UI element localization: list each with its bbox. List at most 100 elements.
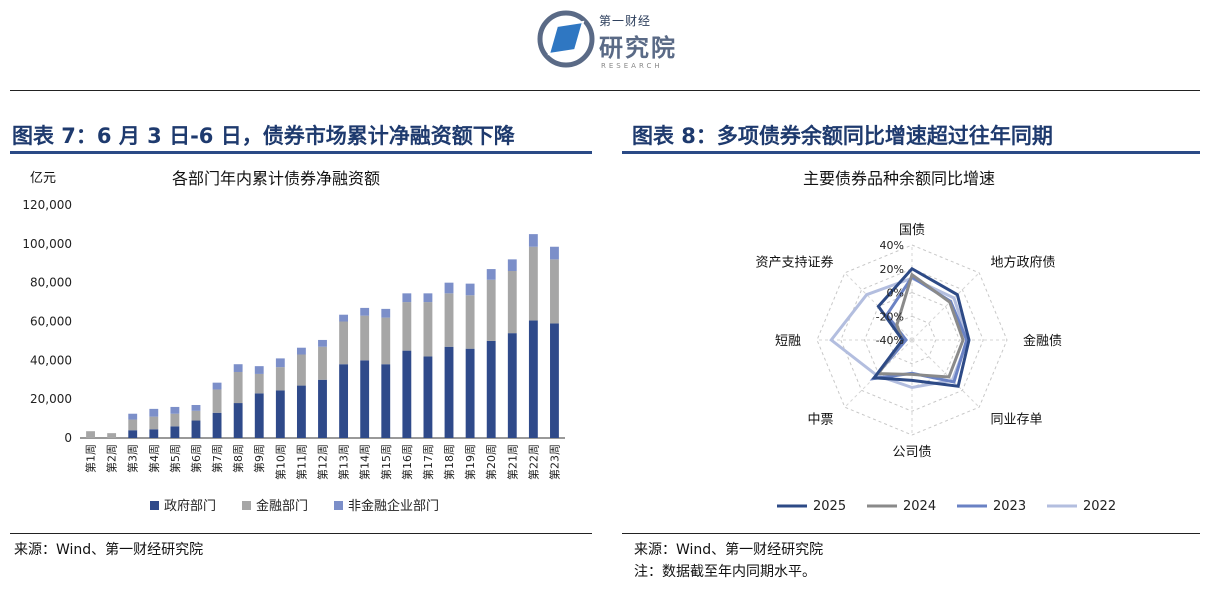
bar-segment xyxy=(107,433,117,438)
bar-segment xyxy=(507,271,517,334)
radar-tick-label: 20% xyxy=(880,263,904,276)
x-tick-label: 第10周 xyxy=(273,444,287,480)
bar-segment xyxy=(381,317,391,365)
bar-segment xyxy=(233,371,243,404)
bar-segment xyxy=(128,419,138,431)
logo-text-small: 第一财经 xyxy=(599,14,652,28)
bar-segment xyxy=(170,406,180,414)
y-tick-label: 0 xyxy=(64,431,72,445)
bar-segment xyxy=(360,307,370,316)
y-tick-label: 120,000 xyxy=(22,198,72,212)
x-tick-label: 第12周 xyxy=(316,444,330,480)
legend-label: 政府部门 xyxy=(164,499,216,514)
bar-segment xyxy=(528,320,538,438)
x-tick-label: 第19周 xyxy=(463,444,477,480)
bar-segment xyxy=(360,315,370,361)
bar-chart-unit: 亿元 xyxy=(30,171,57,186)
bar-segment xyxy=(233,364,243,372)
bar-segment xyxy=(486,279,496,341)
y-tick-label: 100,000 xyxy=(22,237,72,251)
radar-spoke xyxy=(911,272,980,341)
x-tick-label: 第14周 xyxy=(358,444,372,480)
x-tick-label: 第18周 xyxy=(442,444,456,480)
bar-segment xyxy=(528,234,538,247)
y-tick-label: 20,000 xyxy=(30,392,72,406)
bar-segment xyxy=(550,323,559,438)
radar-series xyxy=(829,276,970,390)
radar-chart-title: 主要债券品种余额同比增速 xyxy=(803,169,996,188)
legend-label: 2022 xyxy=(1083,499,1116,514)
bar-segment xyxy=(296,354,306,386)
radar-spoke xyxy=(844,339,913,408)
bar-segment xyxy=(170,426,180,438)
x-tick-label: 第6周 xyxy=(189,444,203,473)
y-tick-label: 40,000 xyxy=(30,353,72,367)
bar-segment xyxy=(444,293,454,347)
radar-axis-label: 金融债 xyxy=(1023,333,1062,349)
legend-label: 2024 xyxy=(903,499,936,514)
bar-segment xyxy=(486,340,496,438)
radar-axis-label: 短融 xyxy=(775,334,801,349)
bar-chart: 0 20,000 40,000 60,000 80,000 100,000 120,000 第… xyxy=(22,198,565,514)
bar-segment xyxy=(275,390,285,438)
radar-grid-ring xyxy=(840,268,984,412)
bar-segment xyxy=(381,364,391,438)
x-tick-label: 第15周 xyxy=(379,444,393,480)
x-tick-label: 第2周 xyxy=(105,444,119,473)
legend-swatch xyxy=(150,501,159,510)
bar-segment xyxy=(275,367,285,391)
bar-segment xyxy=(465,295,475,349)
bar-segment xyxy=(423,356,433,438)
legend-label: 2023 xyxy=(993,499,1026,514)
bar-segment xyxy=(149,408,159,417)
bar-segment xyxy=(507,259,517,272)
bar-chart-title: 各部门年内累计债券净融资额 xyxy=(172,169,381,188)
legend-label: 金融部门 xyxy=(256,498,308,514)
legend-label: 2025 xyxy=(813,499,846,514)
bar-segment xyxy=(170,413,180,427)
bar-segment xyxy=(444,282,454,294)
bar-segment xyxy=(550,246,559,260)
bar-segment xyxy=(191,404,201,411)
radar-spoke xyxy=(911,339,980,408)
x-tick-label: 第22周 xyxy=(526,444,540,480)
radar-axis-label: 公司债 xyxy=(892,445,931,460)
bar-segment xyxy=(149,416,159,430)
bar-segment xyxy=(318,379,327,438)
bar-segment xyxy=(402,302,412,351)
y-tick-label: 80,000 xyxy=(30,276,72,290)
bar-segment xyxy=(360,360,370,438)
bar-segment xyxy=(254,366,264,374)
bar-segment xyxy=(296,347,306,355)
header-divider xyxy=(10,90,1200,91)
bar-segment xyxy=(254,373,264,394)
left-bottom-rule xyxy=(10,533,592,534)
right-panel-title: 图表 8：多项债券余额同比增速超过往年同期 xyxy=(632,124,1053,148)
bar-segment xyxy=(423,302,433,357)
bar-segment xyxy=(318,339,327,347)
x-tick-label: 第21周 xyxy=(505,444,519,480)
right-note: 注：数据截至年内同期水平。 xyxy=(634,564,816,580)
bar-segment xyxy=(212,382,222,390)
x-tick-label: 第7周 xyxy=(210,444,224,473)
radar-axis-label: 同业存单 xyxy=(990,412,1042,427)
radar-series xyxy=(871,266,971,388)
right-source: 来源：Wind、第一财经研究院 xyxy=(634,542,824,558)
bar-segment xyxy=(86,431,95,438)
radar-spoke xyxy=(844,272,913,341)
radar-axis-label: 国债 xyxy=(899,223,925,238)
radar-axis-label: 资产支持证券 xyxy=(755,255,833,271)
bar-segment xyxy=(339,321,349,365)
x-tick-label: 第3周 xyxy=(126,444,140,473)
bar-segment xyxy=(339,364,349,438)
bar-segment xyxy=(402,350,412,438)
x-tick-label: 第9周 xyxy=(252,444,266,473)
left-title-rule xyxy=(10,151,592,154)
logo-text-en: RESEARCH xyxy=(601,62,663,70)
x-tick-label: 第5周 xyxy=(168,444,182,473)
bar-segment xyxy=(212,389,222,413)
radar-tick-label: -20% xyxy=(876,310,904,323)
right-title-rule xyxy=(622,151,1200,154)
bar-segment xyxy=(233,403,243,438)
